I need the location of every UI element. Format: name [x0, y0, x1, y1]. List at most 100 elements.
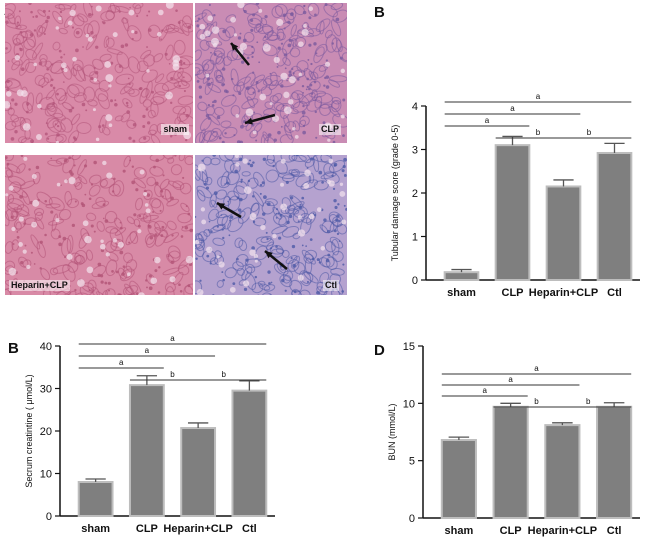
nucleus-dot	[90, 31, 94, 35]
tubule-outline	[145, 273, 156, 286]
category-label: Ctl	[242, 523, 257, 535]
nucleus-dot	[273, 138, 277, 142]
nucleus-dot	[128, 83, 131, 86]
nucleus-dot	[280, 42, 284, 45]
tubule-outline	[136, 60, 149, 73]
tubule-outline	[173, 39, 186, 55]
lumen-spot	[56, 182, 61, 187]
tubule-outline	[23, 38, 36, 50]
y-axis-label: Tubular damage score (grade 0-5)	[390, 125, 400, 262]
nucleus-dot	[62, 81, 65, 83]
lumen-spot	[260, 224, 266, 231]
nucleus-dot	[22, 36, 25, 39]
lumen-spot	[339, 182, 344, 186]
tubule-outline	[33, 207, 45, 216]
significance-label: a	[510, 104, 515, 113]
tubule-outline	[5, 241, 14, 254]
tubule-outline	[307, 3, 320, 17]
tubule-outline	[262, 131, 270, 142]
nucleus-dot	[45, 122, 48, 125]
tubule-outline	[269, 95, 279, 104]
lumen-spot	[327, 138, 331, 142]
tubule-outline	[51, 213, 58, 232]
nucleus-dot	[149, 236, 154, 240]
tubule-outline	[62, 264, 76, 282]
nucleus-dot	[316, 290, 320, 295]
nucleus-dot	[133, 213, 137, 217]
bar-heparin-clp	[545, 185, 582, 281]
nucleus-dot	[90, 5, 93, 8]
tubule-outline	[10, 114, 20, 123]
nucleus-dot	[131, 180, 136, 185]
lumen-spot	[35, 134, 42, 140]
nucleus-dot	[164, 52, 168, 56]
tubule-outline	[250, 74, 265, 86]
nucleus-dot	[288, 73, 292, 78]
nucleus-dot	[252, 220, 256, 224]
nucleus-dot	[249, 159, 252, 162]
bar-sham	[440, 439, 477, 519]
nucleus-dot	[148, 274, 152, 278]
tubule-outline	[212, 237, 226, 247]
nucleus-dot	[208, 3, 211, 7]
nucleus-dot	[297, 220, 300, 223]
nucleus-dot	[318, 170, 323, 175]
nucleus-dot	[60, 56, 63, 59]
tubule-outline	[324, 241, 336, 253]
lumen-spot	[339, 191, 346, 197]
nucleus-dot	[26, 102, 30, 106]
tubule-outline	[301, 92, 316, 104]
tubule-outline	[5, 167, 13, 178]
nucleus-dot	[284, 67, 287, 70]
lumen-spot	[292, 126, 296, 131]
lumen-spot	[221, 294, 226, 295]
nucleus-dot	[305, 245, 307, 247]
tubule-outline	[287, 259, 300, 272]
lumen-spot	[196, 289, 204, 295]
nucleus-dot	[129, 6, 131, 9]
nucleus-dot	[58, 235, 62, 239]
tubule-outline	[147, 24, 161, 39]
tubule-outline	[13, 207, 30, 217]
nucleus-dot	[159, 209, 162, 212]
lumen-spot	[126, 272, 131, 277]
nucleus-dot	[316, 258, 320, 262]
tubule-outline	[35, 217, 45, 230]
micrograph-label-heparin-clp: Heparin+CLP	[9, 280, 70, 291]
nucleus-dot	[88, 197, 92, 201]
nucleus-dot	[93, 160, 97, 165]
tubule-outline	[226, 50, 238, 62]
tubule-outline	[87, 99, 98, 107]
tubule-outline	[100, 290, 108, 295]
tubule-outline	[325, 34, 338, 53]
tubule-outline	[236, 267, 245, 276]
nucleus-dot	[201, 159, 204, 162]
tubule-outline	[313, 46, 325, 64]
nucleus-dot	[310, 62, 313, 66]
nucleus-dot	[302, 10, 307, 15]
tubule-outline	[45, 89, 56, 100]
tubule-outline	[149, 197, 162, 209]
tubule-outline	[164, 282, 176, 293]
tubule-outline	[99, 53, 112, 62]
tubule-outline	[58, 209, 72, 221]
category-label: Ctl	[607, 525, 622, 537]
nucleus-dot	[251, 51, 254, 54]
lumen-spot	[230, 16, 236, 23]
tubule-outline	[58, 27, 68, 35]
nucleus-dot	[132, 122, 137, 127]
tubule-outline	[241, 171, 251, 177]
nucleus-dot	[100, 280, 104, 284]
nucleus-dot	[290, 196, 294, 200]
nucleus-dot	[333, 198, 337, 203]
nucleus-dot	[71, 106, 75, 110]
nucleus-dot	[240, 178, 243, 181]
tubule-outline	[15, 24, 28, 31]
tubule-outline	[202, 130, 219, 142]
tubule-outline	[34, 74, 46, 87]
tubule-outline	[136, 213, 148, 220]
nucleus-dot	[71, 223, 76, 228]
lumen-spot	[229, 286, 236, 293]
significance-label: a	[483, 386, 488, 395]
tubule-outline	[304, 257, 313, 275]
